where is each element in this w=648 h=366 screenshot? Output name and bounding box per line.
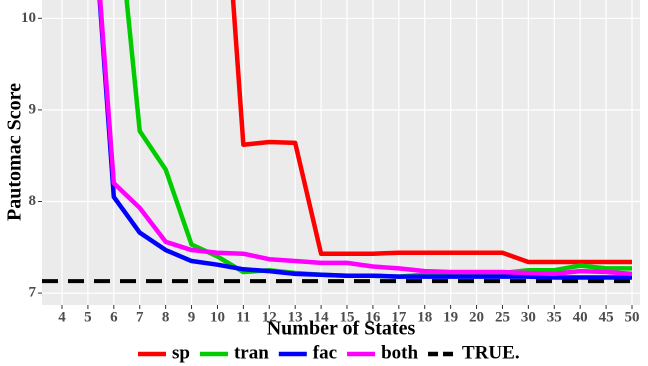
legend-label: tran [234,342,269,363]
x-tick-label: 20 [469,309,484,325]
x-tick-label: 12 [262,309,277,325]
x-tick-label: 25 [495,309,510,325]
legend-label: sp [172,342,190,363]
x-tick-label: 9 [188,309,196,325]
x-tick-label: 30 [521,309,536,325]
x-tick-label: 7 [136,309,144,325]
x-tick-label: 8 [162,309,170,325]
x-tick-label: 40 [573,309,588,325]
x-tick-label: 17 [391,309,407,325]
x-tick-label: 10 [210,309,225,325]
x-tick-label: 14 [314,309,330,325]
x-tick-label: 50 [625,309,640,325]
y-tick-label: 10 [21,10,36,26]
x-tick-label: 18 [417,309,432,325]
legend-label: TRUE. [462,342,520,363]
y-tick-label: 7 [29,285,37,301]
y-tick-label: 8 [29,193,37,209]
line-series [97,0,633,277]
x-tick-label: 19 [443,309,458,325]
x-tick-label: 16 [365,309,381,325]
line-series [230,0,632,265]
x-tick-label: 6 [110,309,118,325]
legend-label: both [381,342,418,363]
x-tick-label: 5 [84,309,92,325]
x-tick-label: 13 [288,309,303,325]
y-axis-title: Pautomac Score [4,83,26,221]
x-tick-label: 45 [599,309,614,325]
x-tick-label: 11 [236,309,250,325]
x-tick-label: 4 [58,309,66,325]
line-series [97,0,632,280]
legend-label: fac [313,342,337,363]
x-tick-label: 15 [340,309,355,325]
x-axis-title: Number of States [267,318,416,340]
x-tick-label: 35 [547,309,562,325]
y-tick-label: 9 [29,101,37,117]
